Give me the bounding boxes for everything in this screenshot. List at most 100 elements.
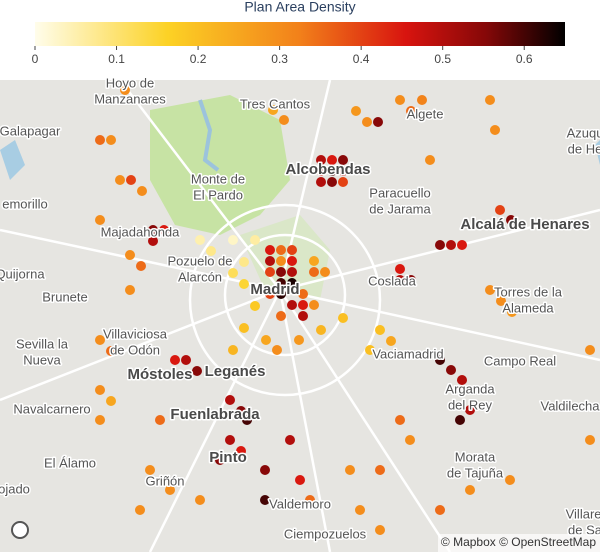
density-point: [195, 235, 205, 245]
density-point: [417, 95, 427, 105]
place-label: Alcalá de Henares: [460, 216, 589, 233]
density-point: [228, 268, 238, 278]
density-point: [265, 289, 275, 299]
density-point: [355, 505, 365, 515]
density-point: [250, 235, 260, 245]
density-point: [265, 267, 275, 277]
place-label: Manzanares: [94, 91, 166, 106]
density-point: [287, 278, 297, 288]
density-point: [215, 455, 225, 465]
density-point: [276, 245, 286, 255]
place-label: de Tajuña: [447, 465, 504, 480]
density-point: [386, 336, 396, 346]
density-point: [395, 95, 405, 105]
colorbar-tick-label: 0: [32, 52, 39, 66]
density-point: [406, 106, 416, 116]
place-label: emorillo: [2, 196, 48, 211]
density-point: [375, 325, 385, 335]
place-label: Valdilecha: [540, 398, 600, 413]
density-point: [165, 485, 175, 495]
density-point: [228, 235, 238, 245]
density-point: [239, 257, 249, 267]
density-point: [495, 205, 505, 215]
place-label: Morata: [455, 449, 496, 464]
density-point: [155, 415, 165, 425]
density-point: [327, 177, 337, 187]
density-point: [585, 435, 595, 445]
density-point: [316, 166, 326, 176]
place-label: Brunete: [42, 289, 88, 304]
place-label: Valdemoro: [269, 496, 331, 511]
density-point: [192, 366, 202, 376]
density-point: [457, 375, 467, 385]
density-point: [365, 345, 375, 355]
attribution[interactable]: © Mapbox © OpenStreetMap: [441, 535, 596, 549]
density-point: [435, 505, 445, 515]
colorbar-tick-label: 0.1: [108, 52, 125, 66]
density-point: [159, 225, 169, 235]
place-label: Nueva: [23, 352, 61, 367]
place-label: Torres de la: [494, 284, 563, 299]
colorbar: [35, 22, 565, 46]
density-point: [327, 166, 337, 176]
place-label: Alameda: [502, 300, 554, 315]
density-point: [239, 323, 249, 333]
density-point: [145, 465, 155, 475]
density-point: [276, 289, 286, 299]
colorbar-tick-label: 0.4: [353, 52, 370, 66]
mapbox-logo[interactable]: [11, 521, 29, 539]
density-point: [373, 117, 383, 127]
density-point: [261, 335, 271, 345]
park: [150, 95, 290, 235]
density-point: [268, 105, 278, 115]
density-point: [136, 261, 146, 271]
density-point: [395, 415, 405, 425]
place-label: Monte de: [191, 171, 245, 186]
place-label: ojado: [0, 481, 30, 496]
density-point: [95, 135, 105, 145]
place-label: Algete: [407, 106, 444, 121]
density-point: [485, 95, 495, 105]
density-point: [485, 285, 495, 295]
place-label: Tres Cantos: [240, 96, 311, 111]
density-point: [505, 475, 515, 485]
place-label: Pozuelo de: [167, 253, 232, 268]
density-point: [239, 279, 249, 289]
density-point: [236, 406, 246, 416]
density-point: [260, 465, 270, 475]
place-label: Paracuello: [369, 185, 430, 200]
place-label: El Álamo: [44, 455, 96, 470]
density-point: [217, 257, 227, 267]
density-point: [585, 345, 595, 355]
density-point: [316, 325, 326, 335]
density-point: [287, 267, 297, 277]
density-point: [294, 335, 304, 345]
density-point: [148, 236, 158, 246]
place-label: Vaciamadrid: [372, 346, 443, 361]
density-point: [279, 115, 289, 125]
place-label: Quijorna: [0, 266, 45, 281]
place-label: Majadahonda: [101, 224, 181, 239]
place-label: Ciempozuelos: [284, 526, 367, 541]
density-point: [135, 505, 145, 515]
density-point: [285, 435, 295, 445]
water: [0, 140, 25, 180]
place-label: Navalcarnero: [13, 401, 90, 416]
density-point: [320, 267, 330, 277]
density-point: [435, 240, 445, 250]
density-point: [276, 256, 286, 266]
density-point: [95, 415, 105, 425]
density-point: [425, 155, 435, 165]
density-point: [95, 335, 105, 345]
density-point: [106, 135, 116, 145]
density-point: [309, 256, 319, 266]
density-point: [95, 385, 105, 395]
place-label: Campo Real: [484, 353, 556, 368]
density-point: [250, 301, 260, 311]
density-point: [298, 289, 308, 299]
density-point: [181, 355, 191, 365]
colorbar-tick-label: 0.6: [516, 52, 533, 66]
colorbar-title: Plan Area Density: [244, 0, 355, 15]
